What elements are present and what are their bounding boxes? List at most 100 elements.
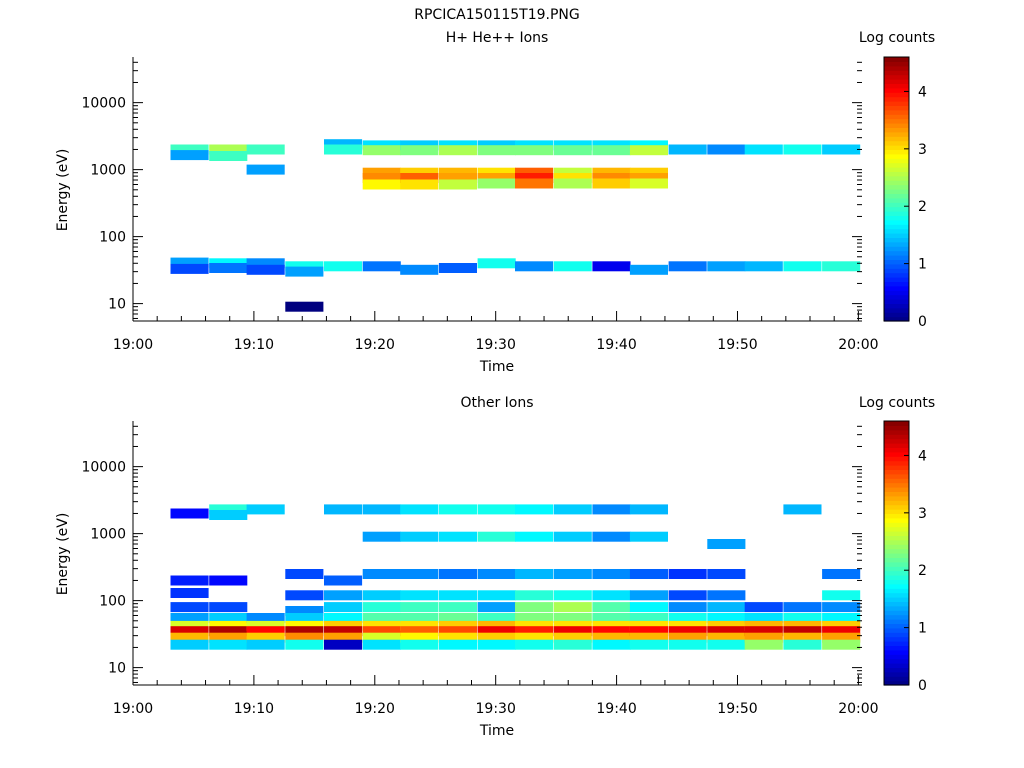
heatmap-cell bbox=[400, 167, 439, 178]
heatmap-cell bbox=[477, 531, 516, 542]
heatmap-cell bbox=[170, 613, 209, 623]
colorbar-tick-label: 3 bbox=[918, 506, 927, 522]
heatmap-cell bbox=[438, 626, 477, 637]
heatmap-cell bbox=[324, 613, 363, 623]
colorbar-segment bbox=[884, 663, 909, 668]
colorbar: 0 1 2 3 4 bbox=[883, 420, 927, 694]
colorbar-segment bbox=[884, 649, 909, 655]
heatmap-cell bbox=[209, 639, 248, 650]
heatmap-cell bbox=[515, 261, 554, 272]
heatmap-cell bbox=[515, 632, 554, 643]
heatmap-cell bbox=[668, 613, 707, 623]
heatmap-cell bbox=[477, 178, 516, 189]
heatmap-cell bbox=[209, 626, 248, 637]
heatmap-cell bbox=[477, 613, 516, 623]
heatmap-cell bbox=[362, 602, 401, 613]
heatmap-cell bbox=[629, 590, 668, 601]
colorbar-segment bbox=[884, 307, 909, 313]
heatmap-cell bbox=[170, 257, 209, 268]
y-tick-label: 1000 bbox=[90, 163, 126, 179]
colorbar: 0 1 2 3 4 bbox=[883, 56, 927, 330]
heatmap-cell bbox=[629, 145, 668, 156]
heatmap-cell bbox=[400, 602, 439, 613]
heatmap-cell bbox=[629, 264, 668, 275]
heatmap-cell bbox=[783, 620, 822, 631]
heatmap-cell bbox=[707, 626, 746, 637]
heatmap-cell bbox=[362, 261, 401, 272]
heatmap-cell bbox=[783, 626, 822, 637]
colorbar-segment bbox=[884, 224, 909, 230]
heatmap-cell bbox=[477, 173, 516, 183]
heatmap-cell bbox=[209, 620, 248, 631]
heatmap-cell bbox=[170, 588, 209, 598]
colorbar-segment bbox=[884, 610, 909, 616]
heatmap-cell bbox=[438, 620, 477, 631]
x-tick-label: 19:40 bbox=[596, 701, 636, 717]
x-axis-label: Time bbox=[479, 359, 514, 375]
axes bbox=[132, 57, 862, 322]
colorbar-segment bbox=[884, 434, 909, 440]
heatmap-cell bbox=[477, 602, 516, 613]
x-tick-label: 19:30 bbox=[476, 337, 516, 353]
colorbar-segment bbox=[884, 118, 909, 124]
colorbar-segment bbox=[884, 259, 909, 265]
heatmap-cell bbox=[515, 602, 554, 613]
axes bbox=[132, 421, 862, 686]
heatmap-cell bbox=[553, 620, 592, 631]
heatmap-cell bbox=[170, 626, 209, 637]
heatmap-cell bbox=[400, 632, 439, 643]
heatmap-cell bbox=[285, 613, 324, 623]
heatmap-cell bbox=[170, 150, 209, 161]
y-axis-label: Energy (eV) bbox=[55, 149, 71, 232]
colorbar-segment bbox=[884, 495, 909, 501]
heatmap-cell bbox=[209, 575, 248, 586]
heatmap-cell bbox=[285, 261, 324, 272]
heatmap-cell bbox=[515, 620, 554, 631]
colorbar-segment bbox=[884, 70, 909, 76]
y-tick-labels: 10 100 1000 10000 bbox=[81, 61, 862, 319]
heatmap-cell bbox=[400, 173, 439, 183]
heatmap-cell bbox=[553, 613, 592, 623]
heatmap-cell bbox=[515, 531, 554, 542]
heatmap-cell bbox=[477, 620, 516, 631]
heatmap-cell bbox=[285, 590, 324, 601]
heatmap-cell bbox=[592, 613, 631, 623]
colorbar-segment bbox=[884, 465, 909, 470]
colorbar-segment bbox=[884, 193, 909, 199]
colorbar-segment bbox=[884, 92, 909, 98]
heatmap-cell bbox=[592, 590, 631, 601]
colorbar-segment bbox=[884, 438, 909, 444]
colorbar-segment bbox=[884, 429, 909, 435]
colorbar-segment bbox=[884, 272, 909, 278]
colorbar-segment bbox=[884, 641, 909, 646]
heatmap-cell bbox=[744, 613, 783, 623]
heatmap-cell bbox=[170, 639, 209, 650]
colorbar-segment bbox=[884, 570, 909, 576]
heatmap-cell bbox=[362, 569, 401, 579]
colorbar-segment bbox=[884, 623, 909, 629]
heatmap-cell bbox=[707, 613, 746, 623]
y-tick-label: 100 bbox=[99, 594, 126, 610]
heatmap-cell bbox=[324, 602, 363, 613]
heatmap-cell bbox=[553, 504, 592, 515]
heatmap-cell bbox=[477, 639, 516, 650]
colorbar-segment bbox=[884, 579, 909, 585]
colorbar-segment bbox=[884, 184, 909, 190]
colorbar-segment bbox=[884, 105, 909, 111]
colorbar-tick-label: 2 bbox=[918, 563, 927, 579]
heatmap-cell bbox=[285, 639, 324, 650]
heatmap-cell bbox=[515, 569, 554, 579]
colorbar-segment bbox=[884, 171, 909, 177]
colorbar-segment bbox=[884, 425, 909, 431]
colorbar-segment bbox=[884, 482, 909, 488]
heatmap-cell bbox=[515, 178, 554, 189]
colorbar-segment bbox=[884, 592, 909, 598]
x-tick-labels: 19:00 19:10 19:20 19:30 19:40 19:50 20:00 bbox=[113, 311, 879, 353]
heatmap-cell bbox=[362, 613, 401, 623]
heatmap-cell bbox=[553, 602, 592, 613]
y-tick-label: 10000 bbox=[81, 460, 126, 476]
colorbar-segment bbox=[884, 180, 909, 186]
heatmap-cell bbox=[438, 173, 477, 183]
y-tick-label: 10000 bbox=[81, 96, 126, 112]
